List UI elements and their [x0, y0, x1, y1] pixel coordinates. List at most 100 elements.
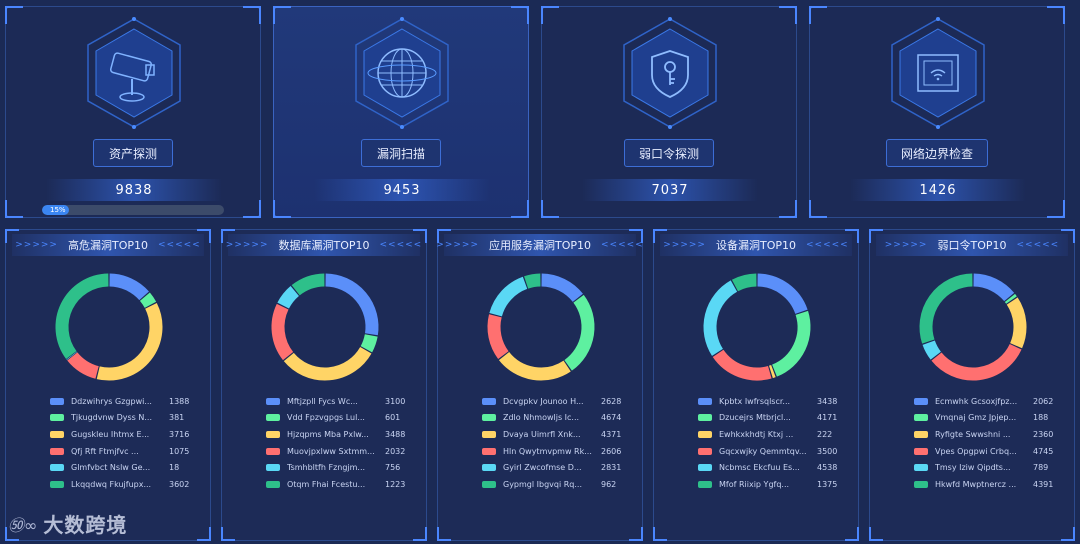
donut-slice[interactable] [541, 273, 583, 303]
legend-item[interactable]: Vdd Fpzvgpgs Lul... 601 [266, 410, 426, 427]
donut-slice[interactable] [325, 273, 379, 336]
progress-label: 15% [42, 205, 70, 215]
donut-slice[interactable] [564, 294, 595, 371]
donut-slice[interactable] [771, 310, 811, 377]
legend-item[interactable]: Tmsy Iziw Qipdts... 789 [914, 459, 1074, 476]
legend-item[interactable]: Kpbtx Iwfrsqlscr... 3438 [698, 393, 858, 410]
donut-chart[interactable] [702, 272, 812, 382]
legend-swatch [914, 464, 928, 472]
donut-chart[interactable] [54, 272, 164, 382]
donut-slice[interactable] [712, 349, 772, 381]
card-network-boundary[interactable]: 网络边界检查 1426 [809, 6, 1065, 218]
donut-slice[interactable] [1004, 293, 1017, 304]
legend-name: Dvaya Uimrfl Xnk... [503, 429, 581, 439]
legend: Mftjzpll Fycs Wc... 3100 Vdd Fpzvgpgs Lul.… [266, 393, 426, 493]
donut-slice[interactable] [271, 303, 294, 361]
donut-slice[interactable] [498, 351, 571, 381]
donut-slice[interactable] [757, 273, 808, 315]
donut-slice[interactable] [922, 340, 942, 360]
legend-item[interactable]: Otqm Fhai Fcestu... 1223 [266, 476, 426, 493]
donut-chart[interactable] [486, 272, 596, 382]
legend-item[interactable]: Gyirl Zwcofmse D... 2831 [482, 459, 642, 476]
donut-slice[interactable] [55, 273, 109, 359]
donut-slice[interactable] [731, 273, 757, 292]
donut-slice[interactable] [487, 314, 509, 360]
donut-slice[interactable] [524, 273, 541, 289]
watermark-logo: ㊿∞ [8, 515, 38, 535]
donut-slice[interactable] [703, 280, 738, 356]
donut-slice[interactable] [768, 364, 776, 379]
donut-slice[interactable] [919, 273, 973, 344]
legend-item[interactable]: Ddzwihrys Gzgpwi... 1388 [50, 393, 210, 410]
legend-item[interactable]: Muovjpxlww Sxtmm... 2032 [266, 443, 426, 460]
donut-slice[interactable] [931, 343, 1022, 381]
card-weak-password[interactable]: 弱口令探测 7037 [541, 6, 797, 218]
card-asset-detection[interactable]: 资产探测 9838 15% [5, 6, 261, 218]
card-value: 7037 [582, 179, 758, 201]
legend-item[interactable]: Qfj Rft Ftmjfvc ... 1075 [50, 443, 210, 460]
legend-item[interactable]: Ecmwhk Gcsoxjfpz... 2062 [914, 393, 1074, 410]
legend-item[interactable]: Dcvgpkv Jounoo H... 2628 [482, 393, 642, 410]
card-value: 1426 [850, 179, 1026, 201]
card-vuln-scan[interactable]: 漏洞扫描 9453 [273, 6, 529, 218]
donut-chart[interactable] [918, 272, 1028, 382]
legend-name: Ddzwihrys Gzgpwi... [71, 396, 152, 406]
panel-title: >>>>> 数据库漏洞TOP10 <<<<< [226, 234, 423, 256]
arrows-right: <<<<< [806, 240, 849, 250]
legend-swatch [698, 397, 712, 405]
arrows-right: <<<<< [601, 240, 644, 250]
donut-slice[interactable] [1006, 297, 1027, 349]
legend-item[interactable]: Gypmgl Ibgvqi Rq... 962 [482, 476, 642, 493]
legend: Ecmwhk Gcsoxjfpz... 2062 Vmqnaj Gmz Jpjep.… [914, 393, 1074, 493]
donut-slice[interactable] [283, 346, 372, 381]
legend-item[interactable]: Tsmhbltfh Fzngjm... 756 [266, 459, 426, 476]
legend-item[interactable]: Vpes Opgpwi Crbq... 4745 [914, 443, 1074, 460]
donut-slice[interactable] [109, 273, 149, 301]
arrows-right: <<<<< [379, 240, 423, 250]
legend-name: Muovjpxlww Sxtmm... [287, 446, 375, 456]
legend-name: Mftjzpll Fycs Wc... [287, 396, 358, 406]
legend-item[interactable]: Zdlo Nhmowljs Ic... 4674 [482, 410, 642, 427]
legend-item[interactable]: Ryfigte Swwshni ... 2360 [914, 426, 1074, 443]
legend-item[interactable]: Gqcxwjky Qemmtqv... 3500 [698, 443, 858, 460]
legend-swatch [482, 480, 496, 488]
legend-value: 4674 [601, 413, 622, 423]
legend-item[interactable]: Hjzqpms Mba Pxlw... 3488 [266, 426, 426, 443]
donut-slice[interactable] [360, 334, 378, 353]
legend-value: 3500 [817, 446, 838, 456]
legend-item[interactable]: Hkwfd Mwptnercz ... 4391 [914, 476, 1074, 493]
card-label: 资产探测 [93, 139, 173, 167]
globe-icon [352, 17, 452, 129]
legend-swatch [266, 430, 280, 438]
legend-item[interactable]: Mfof Riixip Ygfq... 1375 [698, 476, 858, 493]
legend-item[interactable]: Mftjzpll Fycs Wc... 3100 [266, 393, 426, 410]
arrows-left: >>>>> [15, 240, 58, 250]
legend-item[interactable]: Ewhkxkhdtj Ktxj ... 222 [698, 426, 858, 443]
legend-value: 4538 [817, 463, 838, 473]
donut-chart[interactable] [270, 272, 380, 382]
arrows-right: <<<<< [1016, 240, 1060, 250]
legend-name: Gqcxwjky Qemmtqv... [719, 446, 807, 456]
legend-item[interactable]: Vmqnaj Gmz Jpjep... 188 [914, 410, 1074, 427]
legend-item[interactable]: Ncbmsc Ekcfuu Es... 4538 [698, 459, 858, 476]
legend-item[interactable]: Dzucejrs Mtbrjcl... 4171 [698, 410, 858, 427]
legend-item[interactable]: Tjkugdvnw Dyss N... 381 [50, 410, 210, 427]
legend-item[interactable]: Glmfvbct Nslw Ge... 18 [50, 459, 210, 476]
legend-swatch [698, 430, 712, 438]
donut-slice[interactable] [67, 352, 100, 379]
donut-slice[interactable] [277, 286, 300, 309]
progress-bar: 15% [42, 205, 224, 215]
legend-value: 1388 [169, 396, 190, 406]
donut-slice[interactable] [96, 302, 163, 381]
donut-slice[interactable] [973, 273, 1015, 302]
legend-item[interactable]: Dvaya Uimrfl Xnk... 4371 [482, 426, 642, 443]
legend-value: 962 [601, 479, 617, 489]
legend-name: Tjkugdvnw Dyss N... [71, 413, 152, 423]
legend-item[interactable]: Hln Qwytmvpmw Rk... 2606 [482, 443, 642, 460]
donut-slice[interactable] [489, 276, 528, 317]
donut-slice[interactable] [291, 273, 325, 296]
donut-slice[interactable] [139, 292, 157, 309]
legend-swatch [482, 397, 496, 405]
legend-item[interactable]: Lkqqdwq Fkujfupx... 3602 [50, 476, 210, 493]
legend-item[interactable]: Gugskleu Ihtmx E... 3716 [50, 426, 210, 443]
